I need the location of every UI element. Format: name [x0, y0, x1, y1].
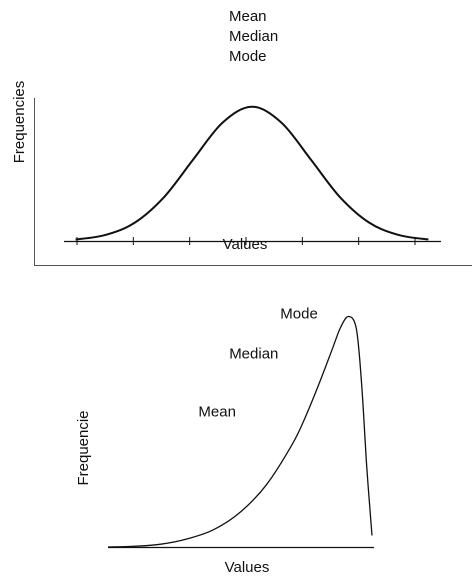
- bell-title-mean: Mean: [229, 8, 267, 25]
- skew-curve-line: [107, 315, 373, 548]
- bell-title-mode: Mode: [229, 48, 267, 65]
- skew-annotation-mode: Mode: [280, 306, 318, 323]
- bell-curve-line: [75, 105, 429, 241]
- skew-chart: Mode Median Mean Values Frequencie: [75, 306, 374, 576]
- skew-annotation-mean: Mean: [198, 404, 236, 421]
- skew-y-axis-label: Frequencie: [75, 410, 92, 485]
- bell-title-median: Median: [229, 28, 278, 45]
- skew-x-axis-label: Values: [225, 559, 270, 576]
- bell-chart: Mean Median Mode Values Frequencies: [11, 8, 472, 266]
- bell-x-axis-label: Values: [223, 236, 268, 253]
- skew-annotation-median: Median: [229, 345, 278, 362]
- bell-y-axis-label: Frequencies: [11, 81, 28, 164]
